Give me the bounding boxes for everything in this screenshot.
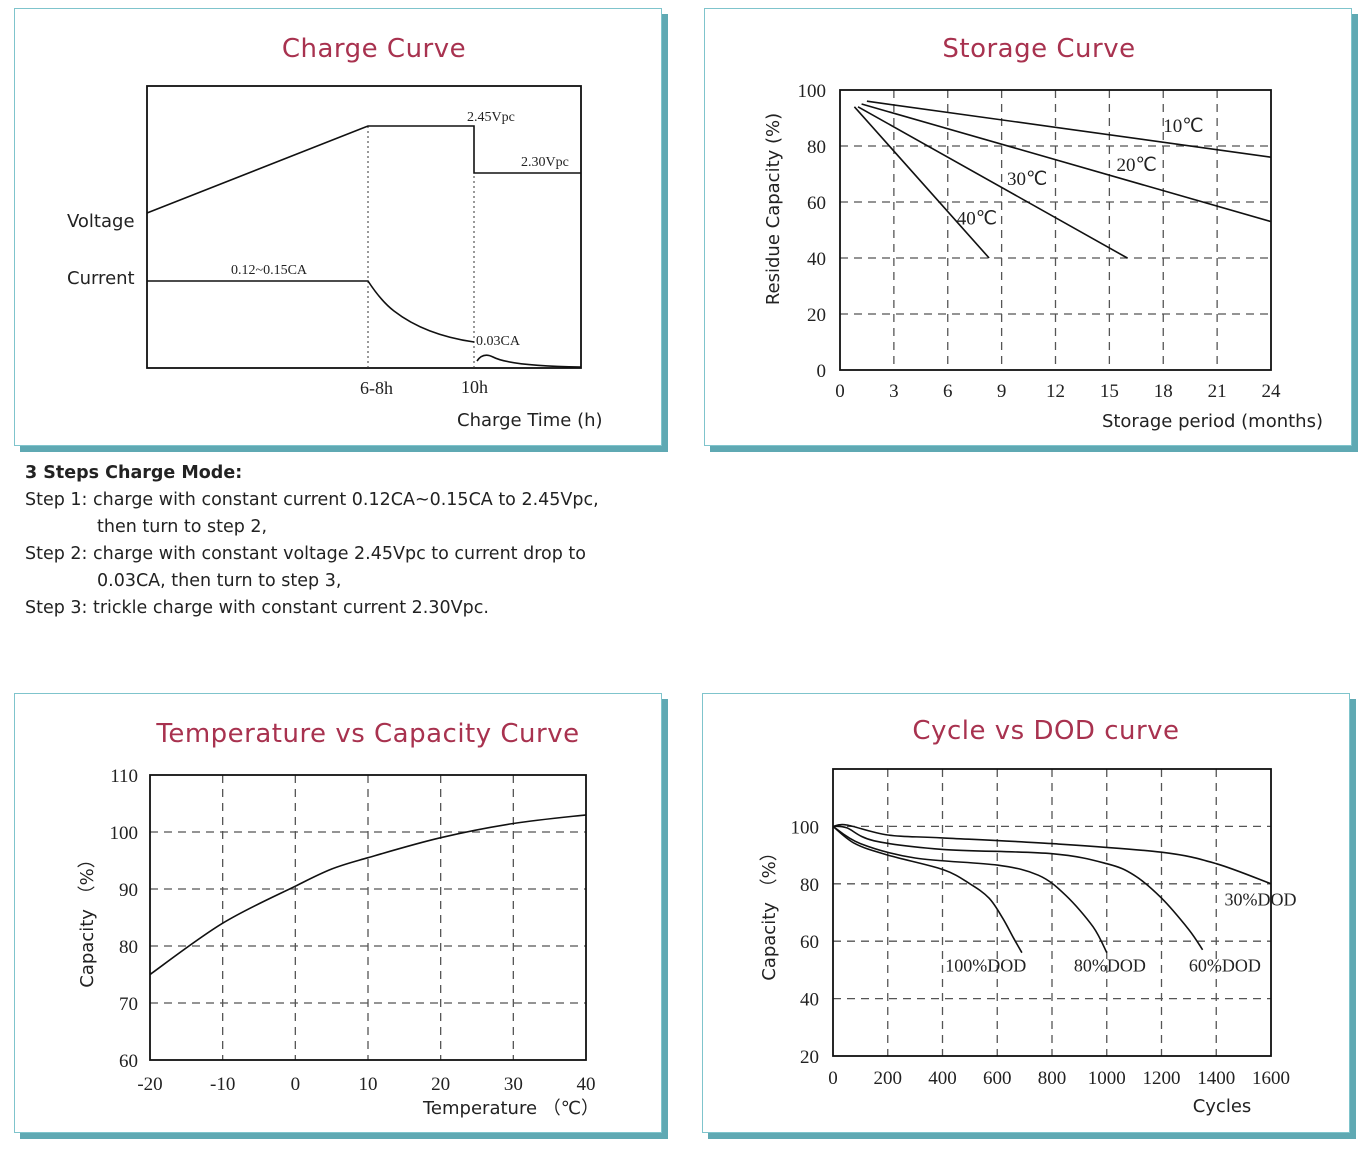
- cycle-series-80-dod: [832, 825, 1108, 954]
- step-2-line-2: 0.03CA, then turn to step 3,: [97, 571, 342, 591]
- storage-xtick-21: 21: [1208, 381, 1227, 402]
- cycle-xtick-600: 600: [983, 1068, 1012, 1089]
- storage-series-10-: [866, 100, 1272, 158]
- temp-curve-title: Temperature vs Capacity Curve: [155, 719, 579, 749]
- storage-xtick-6: 6: [943, 381, 953, 402]
- storage-xtick-9: 9: [997, 381, 1007, 402]
- step-2-line-1: Step 2: charge with constant voltage 2.4…: [25, 544, 586, 564]
- cycle-curve-title: Cycle vs DOD curve: [912, 716, 1179, 746]
- v-high-label: 2.45Vpc: [467, 110, 515, 125]
- storage-curve-chart: Storage Curve 10℃ 20℃ 30℃ 40℃ 0 3 6 9 12 15 18 21 2…: [763, 34, 1323, 432]
- temp-ytick-110: 110: [110, 766, 138, 787]
- temp-xtick--10: -10: [210, 1074, 235, 1095]
- storage-ytick-0: 0: [817, 361, 827, 382]
- charge-mode-steps: 3 Steps Charge Mode: Step 1: charge with…: [25, 460, 599, 622]
- storage-xtick-18: 18: [1154, 381, 1173, 402]
- temp-ytick-60: 60: [119, 1051, 138, 1072]
- storage-y-label: Residue Capacity (%): [763, 113, 784, 305]
- cycle-xtick-1600: 1600: [1252, 1068, 1290, 1089]
- cycle-dod-chart: Cycle vs DOD curve 30%DOD 60%DOD 80%DOD 100…: [759, 716, 1296, 1117]
- storage-frame: [839, 89, 1272, 371]
- charge-curve-panel: Charge Curve Voltage Current 2.45Vpc 2.3…: [14, 8, 662, 446]
- cycle-ytick-80: 80: [800, 875, 819, 896]
- temperature-capacity-chart: Temperature vs Capacity Curve -20 -10 0 10 2…: [77, 719, 599, 1119]
- cycle-series-label-100-dod: 100%DOD: [945, 955, 1026, 975]
- cycle-series-label-60-dod: 60%DOD: [1189, 955, 1261, 975]
- step-3-line: Step 3: trickle charge with constant cur…: [25, 598, 489, 618]
- step-1-line-2: then turn to step 2,: [97, 517, 268, 537]
- temp-xtick-0: 0: [291, 1074, 301, 1095]
- storage-series-label-30-: 30℃: [1007, 169, 1047, 190]
- cycle-series-label-30-dod: 30%DOD: [1224, 889, 1296, 909]
- storage-ytick-100: 100: [798, 81, 827, 102]
- charge-curve-frame: [146, 85, 582, 369]
- cycle-xtick-400: 400: [928, 1068, 957, 1089]
- temp-xtick-10: 10: [359, 1074, 378, 1095]
- temp-xtick-20: 20: [431, 1074, 450, 1095]
- cycle-series-60-dod: [832, 825, 1204, 951]
- charge-curve-title: Charge Curve: [282, 34, 466, 64]
- storage-xtick-24: 24: [1262, 381, 1282, 402]
- storage-x-label: Storage period (months): [1102, 411, 1323, 432]
- current-curve: [147, 280, 582, 368]
- storage-curve-panel: Storage Curve 10℃ 20℃ 30℃ 40℃ 0 3 6 9 12 15 18 21 2…: [704, 8, 1352, 446]
- storage-xtick-3: 3: [889, 381, 899, 402]
- temp-xtick-30: 30: [504, 1074, 523, 1095]
- cycle-ytick-60: 60: [800, 932, 819, 953]
- storage-series-label-40-: 40℃: [957, 208, 997, 229]
- t1-label: 6-8h: [360, 378, 393, 398]
- cycle-xtick-200: 200: [874, 1068, 903, 1089]
- temperature-capacity-panel: Temperature vs Capacity Curve -20 -10 0 10 2…: [14, 693, 662, 1133]
- cycle-ytick-40: 40: [800, 990, 819, 1011]
- cycle-series-100-dod: [832, 825, 1023, 954]
- storage-xtick-15: 15: [1100, 381, 1119, 402]
- storage-series-label-20-: 20℃: [1117, 155, 1157, 176]
- storage-series-label-10-: 10℃: [1163, 116, 1203, 137]
- storage-series-20-: [861, 103, 1272, 223]
- voltage-curve: [146, 125, 581, 214]
- storage-xtick-12: 12: [1046, 381, 1065, 402]
- storage-ytick-40: 40: [807, 249, 826, 270]
- t2-label: 10h: [461, 377, 488, 397]
- temp-ytick-80: 80: [119, 937, 138, 958]
- storage-curve-title: Storage Curve: [942, 34, 1135, 64]
- current-label: Current: [67, 268, 135, 289]
- temp-y-label: Capacity （%）: [77, 850, 98, 988]
- storage-series-40-: [853, 106, 990, 259]
- cycle-xtick-1000: 1000: [1088, 1068, 1126, 1089]
- cycle-xtick-1200: 1200: [1143, 1068, 1181, 1089]
- v-float-label: 2.30Vpc: [521, 155, 569, 170]
- storage-series-30-: [857, 106, 1128, 259]
- cycle-xtick-1400: 1400: [1197, 1068, 1235, 1089]
- cycle-x-label: Cycles: [1193, 1096, 1252, 1117]
- charge-curve-chart: Charge Curve Voltage Current 2.45Vpc 2.3…: [67, 34, 603, 431]
- cycle-frame: [832, 768, 1272, 1057]
- i-const-label: 0.12~0.15CA: [231, 263, 308, 278]
- storage-xtick-0: 0: [835, 381, 845, 402]
- cycle-xtick-800: 800: [1038, 1068, 1067, 1089]
- charge-x-label: Charge Time (h): [457, 410, 603, 431]
- cycle-dod-panel: Cycle vs DOD curve 30%DOD 60%DOD 80%DOD 100…: [702, 693, 1350, 1133]
- cycle-series-label-80-dod: 80%DOD: [1074, 955, 1146, 975]
- temp-xtick--20: -20: [137, 1074, 162, 1095]
- cycle-y-label: Capacity （%）: [759, 843, 780, 981]
- temp-ytick-90: 90: [119, 880, 138, 901]
- i-end-label: 0.03CA: [476, 334, 521, 349]
- temp-ytick-70: 70: [119, 994, 138, 1015]
- storage-ytick-80: 80: [807, 137, 826, 158]
- temp-x-label: Temperature （℃）: [422, 1098, 599, 1119]
- cycle-series-30-dod: [832, 823, 1272, 885]
- temp-xtick-40: 40: [577, 1074, 596, 1095]
- cycle-ytick-20: 20: [800, 1047, 819, 1068]
- temp-series-capacity: [149, 814, 587, 976]
- steps-heading: 3 Steps Charge Mode:: [25, 463, 243, 483]
- storage-ytick-20: 20: [807, 305, 826, 326]
- temp-frame: [149, 774, 587, 1061]
- step-1-line-1: Step 1: charge with constant current 0.1…: [25, 490, 599, 510]
- temp-ytick-100: 100: [110, 823, 139, 844]
- storage-ytick-60: 60: [807, 193, 826, 214]
- cycle-ytick-100: 100: [791, 817, 820, 838]
- cycle-xtick-0: 0: [828, 1068, 838, 1089]
- voltage-label: Voltage: [67, 211, 135, 232]
